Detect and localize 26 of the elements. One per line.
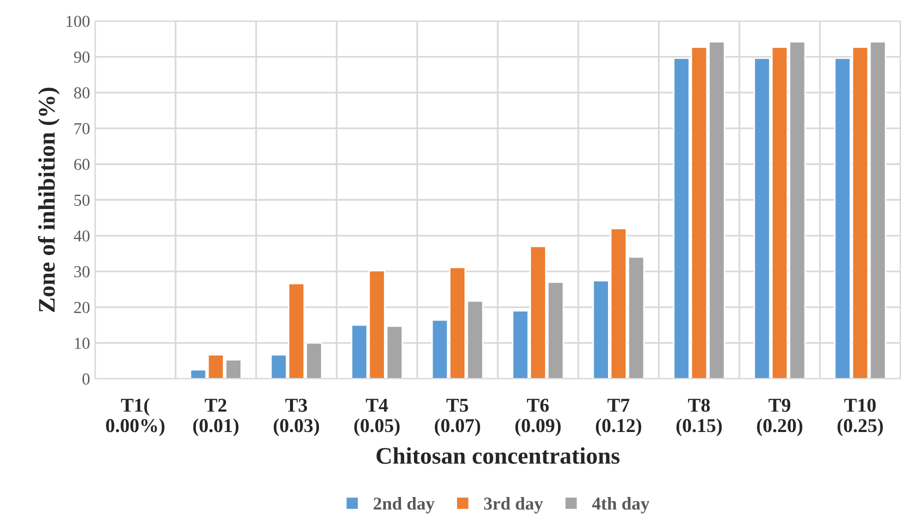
x-tick-label: T3 (0.03) [274,398,320,436]
y-tick-label: 0 [82,373,90,385]
y-tick-label: 20 [74,302,90,314]
legend-label: 3rd day [484,497,543,514]
x-tick-label: T9 (0.20) [757,398,802,436]
y-tick-label: 10 [74,338,90,349]
y-tick-label: 50 [74,194,90,206]
y-tick-label: 100 [66,16,90,27]
x-tick-label: T7 (0.12) [596,398,642,436]
legend-label: 2nd day [374,497,435,514]
y-tick-label: 60 [74,158,90,170]
x-tick-label: T8 (0.15) [676,398,722,436]
x-tick-label: T5 (0.07) [434,398,480,436]
y-tick-label: 90 [74,52,90,63]
x-tick-label: T4 (0.05) [354,398,400,436]
x-tick-label: T10 (0.25) [838,398,883,436]
x-tick-label: T1( 0.00%) [106,398,164,436]
legend-label: 4th day [592,497,650,514]
y-tick-label: 80 [74,87,90,99]
y-tick-label: 70 [74,123,90,134]
y-tick-label: 40 [74,230,90,242]
x-axis-title: Chitosan concentrations [376,447,620,464]
x-tick-label: T2 (0.01) [193,398,238,436]
y-tick-label: 30 [74,266,90,278]
y-axis-title: Zone of inhibition (%) [38,88,60,312]
x-tick-label: T6 (0.09) [515,398,561,436]
